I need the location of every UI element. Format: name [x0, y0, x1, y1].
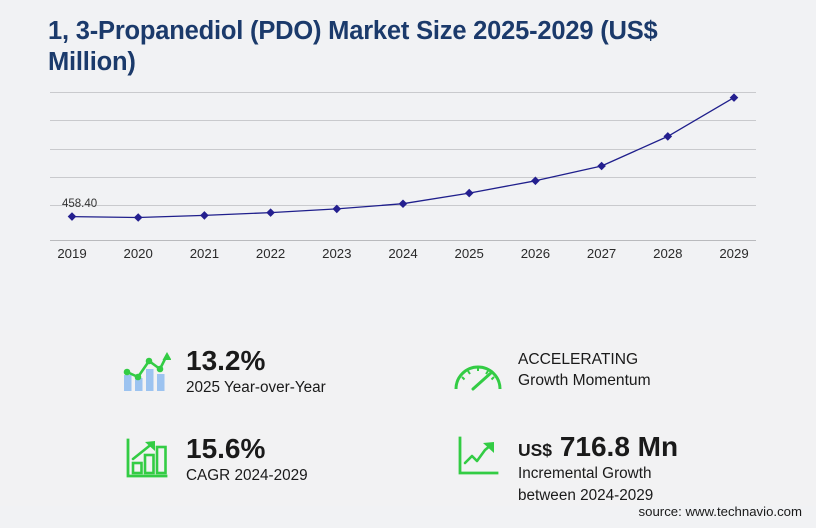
incremental-line1: Incremental Growth — [518, 465, 652, 483]
incremental-line2: between 2024-2029 — [518, 486, 654, 504]
x-tick-2020: 2020 — [123, 246, 153, 261]
x-axis-tick-labels: 2019 2020 2021 2022 2023 2024 2025 2026 2027 2028… — [50, 246, 756, 270]
data-point-marker — [597, 161, 606, 171]
incremental-amount: 716.8 Mn — [559, 431, 679, 462]
data-point-marker — [200, 211, 209, 220]
cagr-label: CAGR 2024-2029 — [186, 467, 308, 485]
yoy-value: 13.2% — [186, 345, 266, 376]
x-tick-2026: 2026 — [520, 246, 551, 261]
cagr-value: 15.6% — [186, 433, 266, 464]
line-chart-arrow-icon — [450, 430, 506, 484]
bar-line-growth-icon — [118, 344, 174, 398]
momentum-line1: ACCELERATING — [518, 351, 639, 368]
x-tick-2025: 2025 — [454, 246, 484, 261]
x-tick-2023: 2023 — [322, 246, 352, 261]
page-title: 1, 3-Propanediol (PDO) Market Size 2025-… — [48, 17, 658, 77]
data-point-marker — [464, 188, 474, 198]
gridline — [50, 120, 756, 121]
speedometer-icon — [450, 348, 506, 402]
stat-text: US$ 716.8 Mn Incremental Growth between … — [506, 430, 678, 505]
first-point-value-label: 458.40 — [62, 197, 98, 210]
yoy-label: 2025 Year-over-Year — [186, 379, 326, 397]
incremental-unit: US$ — [518, 440, 553, 460]
data-point-marker — [332, 204, 342, 214]
data-point-marker — [663, 132, 673, 141]
gridline — [50, 92, 756, 93]
gridline — [50, 177, 756, 178]
data-point-marker — [67, 212, 77, 221]
stat-growth-momentum: ACCELERATING Growth Momentum — [450, 348, 651, 402]
data-point-marker — [729, 93, 739, 102]
data-point-marker — [133, 213, 143, 222]
stat-text: 13.2% 2025 Year-over-Year — [174, 344, 326, 398]
series-path — [67, 93, 739, 222]
gridline — [50, 149, 756, 150]
chart-plot-area: 458.40 — [50, 92, 756, 240]
data-point-marker — [398, 199, 408, 209]
x-tick-2027: 2027 — [586, 246, 617, 261]
x-tick-2029: 2029 — [719, 246, 749, 261]
market-size-line-chart: 458.40 2019 2020 2021 2022 2023 2024 2025 2026 2… — [0, 92, 816, 280]
x-axis-line — [50, 240, 756, 241]
momentum-line2: Growth Momentum — [518, 371, 651, 389]
x-tick-2024: 2024 — [388, 246, 418, 261]
stat-incremental-growth: US$ 716.8 Mn Incremental Growth between … — [450, 430, 678, 505]
x-tick-2028: 2028 — [653, 246, 683, 261]
stat-year-over-year: 13.2% 2025 Year-over-Year — [118, 344, 326, 398]
x-tick-2019: 2019 — [57, 246, 87, 261]
data-point-marker — [531, 176, 540, 186]
incremental-value: US$ 716.8 Mn — [518, 431, 679, 462]
x-tick-2021: 2021 — [189, 246, 220, 261]
x-tick-2022: 2022 — [255, 246, 286, 261]
stat-text: 15.6% CAGR 2024-2029 — [174, 432, 308, 486]
key-stats-panel: 13.2% 2025 Year-over-Year 15.6% CAGR 202… — [0, 330, 816, 506]
data-point-marker — [266, 208, 275, 217]
source-note: source: www.technavio.com — [638, 504, 802, 519]
stat-text: ACCELERATING Growth Momentum — [506, 348, 651, 392]
bar-chart-arrow-icon — [118, 432, 174, 486]
stat-cagr: 15.6% CAGR 2024-2029 — [118, 432, 308, 486]
